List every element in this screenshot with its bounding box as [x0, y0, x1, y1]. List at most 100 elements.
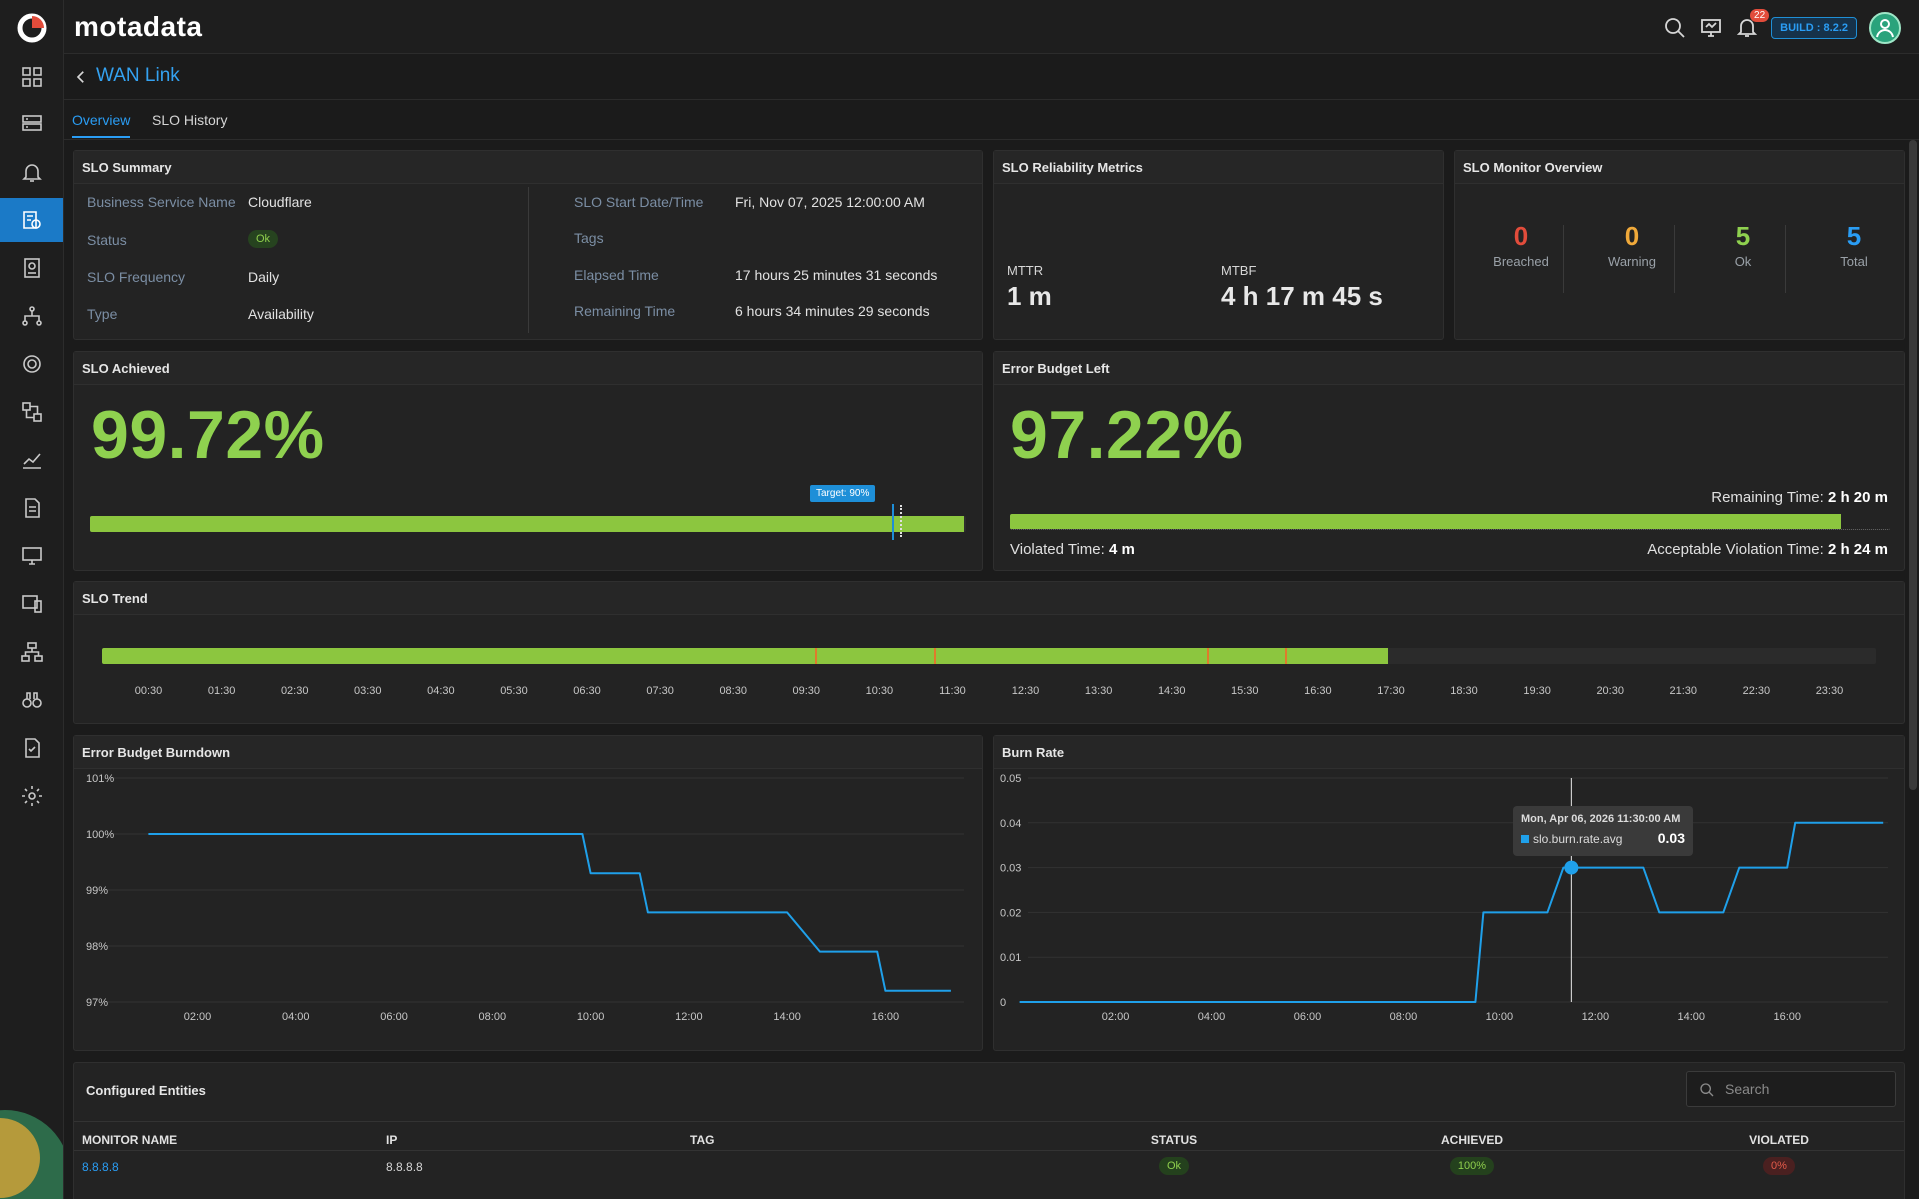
panel-title: SLO Summary: [74, 151, 982, 184]
nav-device-icon[interactable]: [0, 582, 63, 626]
error-budget-bar: [1010, 514, 1890, 530]
burn-rate-panel: Burn Rate 0.05 0.04 0.03 0.02 0.01 0 02:00 04:0…: [993, 735, 1905, 1051]
tab-slo-history[interactable]: SLO History: [152, 112, 228, 128]
error-budget-bar-fill: [1010, 514, 1841, 529]
nav-monitor-icon[interactable]: [0, 534, 63, 578]
trend-tick-label: 18:30: [1450, 685, 1478, 697]
elapsed-time-label: Elapsed Time: [574, 267, 659, 283]
breached-stat[interactable]: 0 Breached: [1466, 221, 1576, 269]
bell-icon[interactable]: [1735, 15, 1759, 39]
trend-tick-label: 08:30: [719, 685, 747, 697]
monitor-name-link[interactable]: 8.8.8.8: [82, 1160, 119, 1174]
x-tick-label: 04:00: [1198, 1011, 1226, 1023]
column-header-violated[interactable]: VIOLATED: [1749, 1133, 1809, 1147]
tab-overview[interactable]: Overview: [72, 112, 131, 138]
nav-network-icon[interactable]: [0, 630, 63, 674]
nav-slo-icon[interactable]: [0, 198, 63, 242]
avatar[interactable]: [1869, 12, 1901, 44]
column-header-ip[interactable]: IP: [386, 1133, 398, 1147]
y-tick-label: 0.02: [1000, 907, 1021, 919]
page-header: WAN Link: [64, 55, 1919, 100]
x-tick-label: 16:00: [872, 1011, 900, 1023]
search-input[interactable]: [1725, 1079, 1885, 1099]
business-service-label: Business Service Name: [87, 194, 236, 210]
user-icon: [1876, 19, 1894, 38]
nav-document-icon[interactable]: [0, 486, 63, 530]
nav-flow-icon[interactable]: [0, 390, 63, 434]
series-line[interactable]: [148, 833, 951, 992]
search-field[interactable]: [1686, 1071, 1896, 1107]
y-tick-label: 0: [1000, 997, 1006, 1009]
nav-checklist-icon[interactable]: [0, 726, 63, 770]
y-tick-label: 97%: [86, 997, 108, 1009]
panel-title: Error Budget Burndown: [74, 736, 982, 769]
notifications[interactable]: 22: [1735, 8, 1770, 42]
reliability-metrics-panel: SLO Reliability Metrics MTTR 1 m MTBF 4 …: [993, 150, 1444, 340]
nav-binoculars-icon[interactable]: [0, 678, 63, 722]
violation-marker: [1284, 648, 1287, 664]
trend-tick-label: 21:30: [1669, 685, 1698, 697]
page-scrollbar[interactable]: [1909, 140, 1917, 790]
nav-bell-icon[interactable]: [0, 150, 63, 194]
tab-bar: Overview SLO History: [64, 100, 1919, 140]
nav-report-icon[interactable]: [0, 246, 63, 290]
nav-metrics-icon[interactable]: [0, 438, 63, 482]
column-header-tag[interactable]: TAG: [690, 1133, 715, 1147]
burn-rate-chart[interactable]: 0.05 0.04 0.03 0.02 0.01 0 02:00 04:00 06:00 08:0…: [994, 770, 1904, 1050]
trend-tick-label: 12:30: [1011, 685, 1040, 697]
start-date-value: Fri, Nov 07, 2025 12:00:00 AM: [735, 194, 925, 210]
violated-badge: 0%: [1763, 1157, 1795, 1175]
warning-stat[interactable]: 0 Warning: [1577, 221, 1687, 269]
slo-achieved-bar-fill: [90, 516, 964, 532]
column-header-monitor-name[interactable]: MONITOR NAME: [82, 1133, 178, 1147]
x-tick-label: 14:00: [1678, 1011, 1706, 1023]
type-label: Type: [87, 306, 118, 322]
tooltip-value: 0.03: [1657, 830, 1685, 846]
trend-tick-label: 04:30: [427, 685, 455, 697]
remaining-time-value: 6 hours 34 minutes 29 seconds: [735, 303, 930, 319]
breached-label: Breached: [1493, 254, 1549, 269]
brand-logo[interactable]: motadata: [74, 11, 203, 42]
nav-topology-icon[interactable]: [0, 294, 63, 338]
total-stat[interactable]: 5 Total: [1799, 221, 1909, 269]
remaining-time-label: Remaining Time:: [1711, 489, 1824, 506]
trend-tick-label: 13:30: [1084, 685, 1113, 697]
nav-dashboard-icon[interactable]: [0, 55, 63, 99]
burndown-chart[interactable]: 101% 100% 99% 98% 97% 02:00 04:00 06:00 08:00 10:…: [74, 770, 982, 1050]
violated-time: Violated Time: 4 m: [1010, 541, 1135, 558]
target-line: [892, 504, 895, 540]
mtbf-value: 4 h 17 m 45 s: [1221, 281, 1383, 311]
warning-label: Warning: [1608, 254, 1656, 269]
column-header-achieved[interactable]: ACHIEVED: [1440, 1133, 1503, 1147]
series-swatch: [1521, 835, 1529, 843]
divider: [1674, 225, 1675, 293]
column-header-status[interactable]: STATUS: [1150, 1133, 1198, 1147]
trend-tick-label: 01:30: [207, 685, 236, 697]
tooltip-series: slo.burn.rate.avg: [1533, 832, 1623, 846]
ok-stat[interactable]: 5 Ok: [1688, 221, 1798, 269]
search-icon[interactable]: [1663, 16, 1687, 40]
y-tick-label: 99%: [86, 885, 108, 897]
back-chevron-icon[interactable]: [72, 68, 90, 86]
x-tick-label: 14:00: [773, 1011, 801, 1023]
hover-point[interactable]: [1564, 860, 1579, 875]
x-tick-label: 08:00: [1390, 1011, 1418, 1023]
sidebar: [0, 0, 64, 1199]
series-line[interactable]: [1019, 821, 1884, 1003]
current-marker: [900, 505, 903, 537]
nav-admin-gear-icon[interactable]: [0, 774, 63, 818]
nav-server-icon[interactable]: [0, 102, 63, 146]
trend-tick-label: 14:30: [1157, 685, 1186, 697]
monitor-ip: 8.8.8.8: [386, 1160, 423, 1174]
start-date-label: SLO Start Date/Time: [574, 194, 704, 210]
y-tick-label: 0.01: [1000, 952, 1021, 964]
slo-trend-bar[interactable]: [102, 648, 1876, 664]
panel-title: SLO Trend: [74, 582, 1904, 615]
x-tick-label: 10:00: [1486, 1011, 1514, 1023]
app-logo-icon[interactable]: [16, 12, 48, 44]
status-badge: Ok: [1158, 1157, 1190, 1175]
nav-settings-gear-icon[interactable]: [0, 342, 63, 386]
monitor-icon[interactable]: [1699, 16, 1723, 40]
y-tick-label: 100%: [86, 829, 114, 841]
trend-tick-label: 03:30: [354, 685, 382, 697]
